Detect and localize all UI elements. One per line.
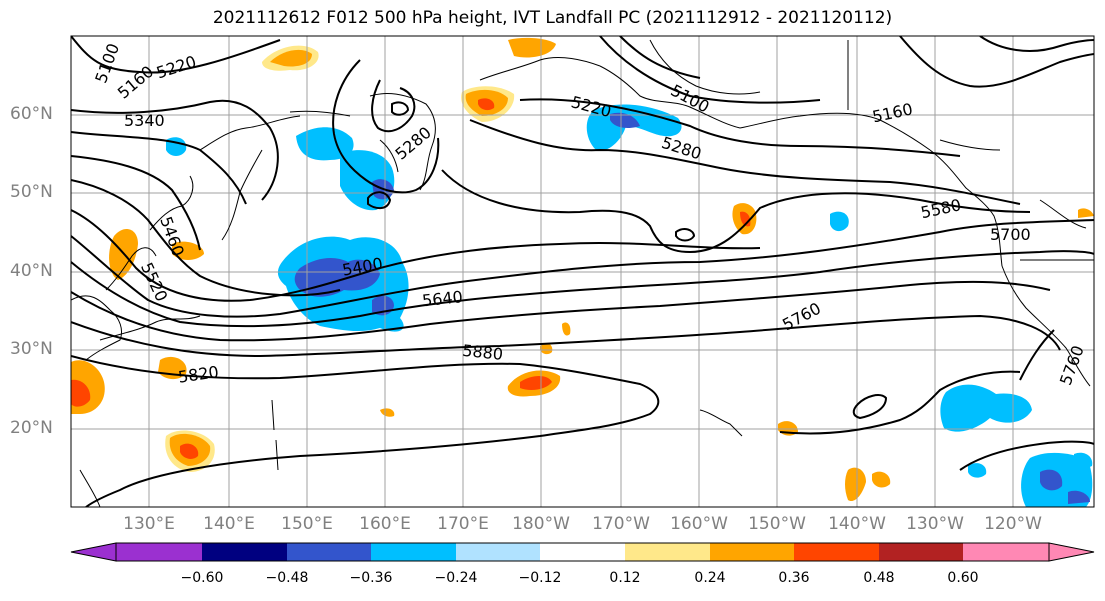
- ivt-negative-area: [968, 463, 987, 478]
- colorbar-tick-label: 0.60: [947, 570, 979, 586]
- lat-tick-label: 60°N: [10, 104, 53, 124]
- colorbar-swatch: [540, 543, 625, 561]
- lon-tick-label: 120°W: [984, 514, 1042, 534]
- colorbar-swatch: [625, 543, 710, 561]
- ivt-positive-area: [180, 443, 199, 459]
- colorbar-tick-label: 0.36: [778, 570, 810, 586]
- contour-label: 5100: [668, 81, 713, 117]
- colorbar-tick-label: −0.24: [434, 570, 478, 586]
- contour-label: 5520: [137, 260, 171, 305]
- colorbar-tick-label: 0.24: [694, 570, 726, 586]
- colorbar-tick-label: −0.60: [180, 570, 224, 586]
- ivt-negative-area: [166, 137, 187, 156]
- lon-tick-label: 170°W: [592, 514, 650, 534]
- ivt-positive-area: [520, 376, 552, 390]
- colorbar-swatch: [202, 543, 287, 561]
- ivt-positive-area: [71, 379, 91, 407]
- ivt-negative-area: [1040, 469, 1063, 491]
- lat-tick-label: 50°N: [10, 182, 53, 202]
- colorbar-frame: [115, 542, 1050, 562]
- ivt-positive-area: [540, 343, 553, 355]
- ivt-positive-area: [562, 322, 571, 336]
- colorbar-swatch: [116, 543, 202, 561]
- contour-label: 5640: [421, 287, 463, 310]
- map-frame: [70, 35, 1095, 508]
- ivt-positive-area: [478, 98, 495, 111]
- contour-label: 5880: [461, 341, 503, 364]
- contour-label: 5580: [919, 195, 963, 222]
- lon-tick-label: 130°E: [123, 514, 175, 534]
- contour-label: 5160: [114, 62, 157, 103]
- contour-label: 5340: [124, 111, 165, 130]
- colorbar-extend-high: [1048, 542, 1095, 562]
- ivt-negative-area: [830, 211, 849, 232]
- contour-label: 5100: [91, 41, 123, 86]
- colorbar-tick-label: 0.12: [609, 570, 641, 586]
- ivt-shading: [71, 37, 1094, 507]
- lon-tick-label: 140°E: [203, 514, 255, 534]
- lat-tick-label: 40°N: [10, 261, 53, 281]
- ivt-negative-area: [1068, 490, 1090, 504]
- lon-tick-label: 160°E: [359, 514, 411, 534]
- lat-tick-label: 20°N: [10, 418, 53, 438]
- colorbar-extend-low: [70, 542, 117, 562]
- colorbar-swatch: [710, 543, 794, 561]
- ivt-positive-area: [1078, 208, 1094, 218]
- lon-tick-label: 150°E: [281, 514, 333, 534]
- colorbar-swatch: [794, 543, 879, 561]
- contour-label: 5760: [779, 299, 824, 335]
- lon-tick-label: 180°W: [512, 514, 570, 534]
- ivt-positive-area: [172, 241, 204, 260]
- colorbar-tick-label: −0.48: [265, 570, 309, 586]
- contour-label: 5220: [154, 52, 199, 83]
- ivt-negative-area: [1074, 452, 1093, 468]
- lon-tick-label: 130°W: [906, 514, 964, 534]
- lon-tick-label: 170°E: [437, 514, 489, 534]
- ivt-negative-area: [940, 384, 1032, 432]
- ivt-positive-area: [845, 467, 866, 502]
- ivt-positive-area: [380, 408, 395, 417]
- map-title: 2021112612 F012 500 hPa height, IVT Land…: [212, 8, 893, 28]
- colorbar-swatch: [963, 543, 1049, 561]
- lon-tick-label: 140°W: [828, 514, 886, 534]
- ivt-positive-area: [270, 49, 312, 67]
- ivt-positive-area: [872, 471, 891, 488]
- height-contours: [71, 36, 1094, 507]
- colorbar-swatch: [456, 543, 540, 561]
- lon-tick-label: 150°W: [748, 514, 806, 534]
- contour-label: 5700: [990, 225, 1031, 244]
- ivt-positive-area: [508, 37, 556, 58]
- colorbar: [70, 542, 1095, 562]
- colorbar-tick-label: −0.36: [349, 570, 393, 586]
- coastlines: [71, 39, 1094, 507]
- colorbar-swatch: [879, 543, 963, 561]
- colorbar-tick-label: −0.12: [518, 570, 562, 586]
- colorbar-swatch: [371, 543, 456, 561]
- contour-label: 5160: [871, 99, 915, 126]
- lon-tick-label: 160°W: [670, 514, 728, 534]
- ivt-negative-area: [610, 112, 640, 128]
- contour-labels: 5100 5160 5220 5340 5280 5220 5100 5280 …: [91, 41, 1087, 388]
- colorbar-tick-label: 0.48: [863, 570, 895, 586]
- colorbar-swatch: [287, 543, 371, 561]
- lat-tick-label: 30°N: [10, 339, 53, 359]
- contour-label: 5280: [659, 133, 704, 164]
